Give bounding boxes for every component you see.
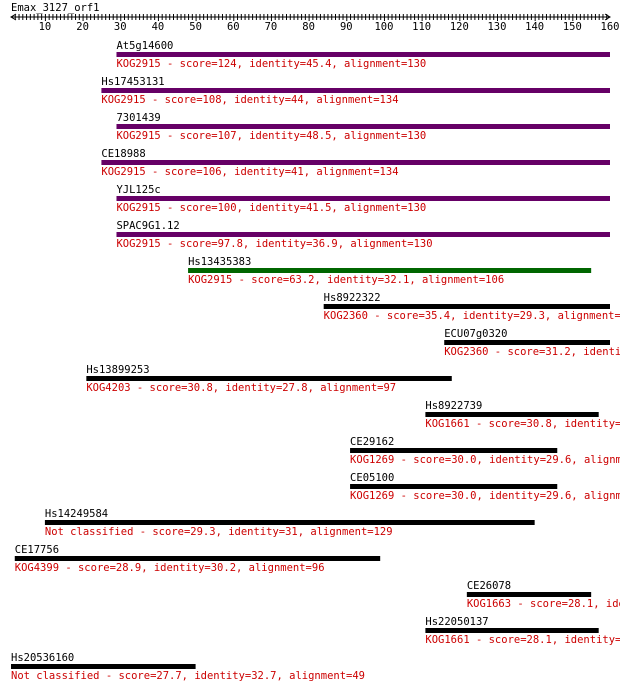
hit-name: Hs22050137 (425, 616, 488, 628)
ruler-tick-label: 110 (412, 21, 431, 33)
hit-annotation: KOG2915 - score=106, identity=41, alignm… (101, 166, 398, 178)
ruler-tick-label: 40 (152, 21, 165, 33)
hit-bar (101, 88, 610, 93)
ruler-tick-label: 150 (563, 21, 582, 33)
hit-bar (323, 304, 610, 309)
hit-annotation: KOG2915 - score=107, identity=48.5, alig… (116, 130, 426, 142)
hit-name: 7301439 (116, 112, 160, 124)
hit-bar (44, 520, 535, 525)
hit-bar (116, 232, 610, 237)
hit-list: At5g14600 KOG2915 - score=124, identity=4… (11, 40, 620, 682)
hit-name: Hs13435383 (188, 256, 251, 268)
hit-annotation: KOG4399 - score=28.9, identity=30.2, ali… (15, 562, 325, 574)
hit-bar (444, 340, 610, 345)
hit-annotation: KOG2360 - score=31.2, identit (444, 346, 620, 358)
ruler-tick-label: 120 (450, 21, 469, 33)
hit-name: ECU07g0320 (444, 328, 507, 340)
hit-row: ECU07g0320 KOG2360 - score=31.2, identit (444, 328, 620, 358)
hit-name: Hs8922739 (425, 400, 482, 412)
query-name: Emax_3127_orf1 (11, 2, 100, 14)
hit-row: Hs8922739 KOG1661 - score=30.8, identity=… (425, 400, 620, 430)
hit-annotation: KOG2915 - score=108, identity=44, alignm… (101, 94, 398, 106)
hit-name: Hs17453131 (101, 76, 164, 88)
ruler-tick-label: 100 (374, 21, 393, 33)
hit-bar (425, 628, 599, 633)
hit-row: CE18988 KOG2915 - score=106, identity=41,… (101, 148, 610, 178)
hit-row: CE17756 KOG4399 - score=28.9, identity=30… (14, 544, 381, 574)
hit-name: CE29162 (350, 436, 394, 448)
hit-row: CE26078 KOG1663 - score=28.1, ide (466, 580, 620, 610)
hit-annotation: KOG1663 - score=28.1, ide (467, 598, 620, 610)
hit-bar (466, 592, 592, 597)
ruler-tick-label: 70 (265, 21, 278, 33)
hit-row: CE29162 KOG1269 - score=30.0, identity=29… (350, 436, 620, 466)
hit-annotation: KOG1661 - score=30.8, identity=3 (425, 418, 620, 430)
hit-row: CE05100 KOG1269 - score=30.0, identity=29… (350, 472, 620, 502)
hit-annotation: KOG4203 - score=30.8, identity=27.8, ali… (86, 382, 396, 394)
hit-name: CE26078 (467, 580, 511, 592)
hit-bar (350, 448, 558, 453)
hit-row: Hs22050137 KOG1661 - score=28.1, identity… (425, 616, 620, 646)
hit-name: Hs13899253 (86, 364, 149, 376)
hit-annotation: KOG2360 - score=35.4, identity=29.3, ali… (324, 310, 620, 322)
hit-bar (116, 196, 610, 201)
hit-bar (116, 52, 610, 57)
hit-row: Hs13435383 KOG2915 - score=63.2, identity… (188, 256, 592, 286)
hit-name: At5g14600 (116, 40, 173, 52)
ruler-tick-label: 10 (39, 21, 52, 33)
hit-name: CE18988 (101, 148, 145, 160)
hit-row: YJL125c KOG2915 - score=100, identity=41.… (116, 184, 610, 214)
ruler-tick-label: 130 (487, 21, 506, 33)
ruler-left-arrow (10, 13, 17, 21)
hit-annotation: Not classified - score=27.7, identity=32… (11, 670, 365, 682)
ruler-tick-label: 20 (76, 21, 89, 33)
hit-bar (350, 484, 558, 489)
ruler-tick-label: 90 (340, 21, 353, 33)
ruler-tick-label: 80 (302, 21, 315, 33)
hit-annotation: KOG2915 - score=97.8, identity=36.9, ali… (116, 238, 432, 250)
hit-name: YJL125c (116, 184, 160, 196)
hit-annotation: KOG1269 - score=30.0, identity=29.6, ali… (350, 454, 620, 466)
hit-bar (14, 556, 381, 561)
hit-name: Hs8922322 (324, 292, 381, 304)
ruler-tick-label: 30 (114, 21, 127, 33)
hit-annotation: Not classified - score=29.3, identity=31… (45, 526, 393, 538)
hit-bar (86, 376, 452, 381)
ruler-tick-label: 50 (189, 21, 202, 33)
ruler-tick-label: 60 (227, 21, 240, 33)
hit-row: At5g14600 KOG2915 - score=124, identity=4… (116, 40, 610, 70)
hit-row: Hs13899253 KOG4203 - score=30.8, identity… (86, 364, 452, 394)
ruler-tick-label: 160 (601, 21, 620, 33)
hit-annotation: KOG2915 - score=100, identity=41.5, alig… (116, 202, 426, 214)
hit-name: CE05100 (350, 472, 394, 484)
hit-row: SPAC9G1.12 KOG2915 - score=97.8, identity… (116, 220, 610, 250)
hit-annotation: KOG2915 - score=124, identity=45.4, alig… (116, 58, 426, 70)
hit-row: 7301439 KOG2915 - score=107, identity=48.… (116, 112, 610, 142)
hit-row: Hs17453131 KOG2915 - score=108, identity=… (101, 76, 610, 106)
hit-annotation: KOG2915 - score=63.2, identity=32.1, ali… (188, 274, 504, 286)
hit-row: Hs20536160 Not classified - score=27.7, i… (11, 652, 365, 682)
hit-annotation: KOG1661 - score=28.1, identity=3 (425, 634, 620, 646)
hit-name: SPAC9G1.12 (116, 220, 179, 232)
ruler-tick-label: 140 (525, 21, 544, 33)
hit-name: Hs20536160 (11, 652, 74, 664)
hit-bar (188, 268, 592, 273)
hit-row: Hs8922322 KOG2360 - score=35.4, identity=… (323, 292, 620, 322)
hit-bar (101, 160, 610, 165)
hit-bar (11, 664, 196, 669)
hit-bar (425, 412, 599, 417)
hit-name: CE17756 (15, 544, 59, 556)
hit-row: Hs14249584 Not classified - score=29.3, i… (44, 508, 535, 538)
position-ruler: 10 20 30 40 50 60 70 80 90 100 110 120 130 140 150 160 (10, 13, 620, 33)
hit-name: Hs14249584 (45, 508, 108, 520)
hit-annotation: KOG1269 - score=30.0, identity=29.6, ali… (350, 490, 620, 502)
hit-bar (116, 124, 610, 129)
